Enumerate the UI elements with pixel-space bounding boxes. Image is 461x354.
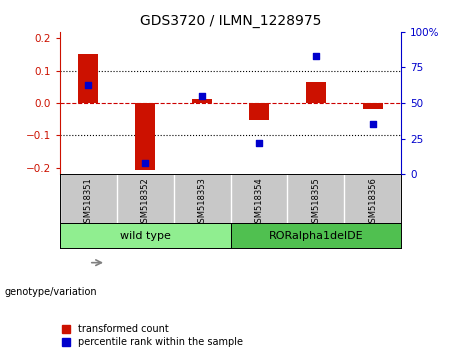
Point bbox=[142, 160, 149, 166]
Point bbox=[198, 93, 206, 99]
Text: GSM518351: GSM518351 bbox=[84, 177, 93, 228]
Point bbox=[369, 122, 376, 127]
Text: wild type: wild type bbox=[120, 230, 171, 241]
Text: RORalpha1delDE: RORalpha1delDE bbox=[268, 230, 363, 241]
Text: GSM518354: GSM518354 bbox=[254, 177, 263, 228]
Bar bbox=[306, 82, 326, 103]
Point bbox=[255, 140, 263, 146]
Point bbox=[312, 53, 319, 59]
Bar bbox=[363, 103, 383, 109]
Text: GSM518352: GSM518352 bbox=[141, 177, 150, 228]
Legend: transformed count, percentile rank within the sample: transformed count, percentile rank withi… bbox=[60, 322, 245, 349]
Text: GSM518353: GSM518353 bbox=[198, 177, 207, 228]
Bar bbox=[60, 223, 230, 248]
Text: GSM518356: GSM518356 bbox=[368, 177, 377, 228]
Bar bbox=[230, 223, 401, 248]
Point bbox=[85, 82, 92, 87]
Text: GSM518355: GSM518355 bbox=[311, 177, 320, 228]
Text: genotype/variation: genotype/variation bbox=[5, 287, 97, 297]
Bar bbox=[249, 103, 269, 120]
Bar bbox=[192, 99, 212, 103]
Title: GDS3720 / ILMN_1228975: GDS3720 / ILMN_1228975 bbox=[140, 14, 321, 28]
Bar bbox=[135, 103, 155, 170]
Bar bbox=[78, 54, 98, 103]
